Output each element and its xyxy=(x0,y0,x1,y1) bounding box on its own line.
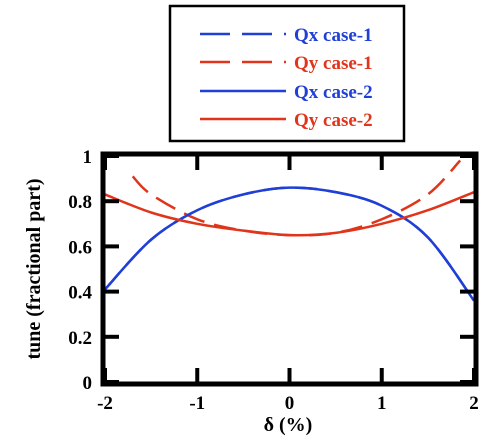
series-line-1 xyxy=(104,186,476,302)
legend-label-4: Qy case-2 xyxy=(294,110,373,131)
x-tick-label: 0 xyxy=(285,393,295,414)
y-tick-label: 0.8 xyxy=(68,192,92,213)
x-tick-label: 2 xyxy=(469,393,479,414)
plot-area: -2 -1 0 1 2 0 0.2 0.4 0.6 0.8 1 xyxy=(68,147,479,414)
legend-label-1: Qx case-1 xyxy=(294,25,373,46)
y-tick-label: 0.2 xyxy=(68,328,92,349)
y-tick-label: 0 xyxy=(83,373,93,394)
x-tick-label: -1 xyxy=(189,393,205,414)
series-line-4 xyxy=(104,190,475,237)
legend-label-3: Qx case-2 xyxy=(294,82,373,103)
x-tick-label: -2 xyxy=(97,393,113,414)
y-tick-label: 0.6 xyxy=(68,237,92,258)
series-line-3 xyxy=(104,186,476,302)
legend-label-2: Qy case-1 xyxy=(294,53,373,74)
plot-frame xyxy=(100,151,479,387)
x-axis-title: δ (%) xyxy=(264,414,313,436)
y-tick-label: 1 xyxy=(83,147,93,168)
x-tick-label: 1 xyxy=(377,393,387,414)
legend: Qx case-1 Qy case-1 Qx case-2 Qy case-2 xyxy=(168,4,406,143)
y-axis-title: tune (fractional part) xyxy=(23,178,45,359)
y-tick-label: 0.4 xyxy=(68,283,92,304)
